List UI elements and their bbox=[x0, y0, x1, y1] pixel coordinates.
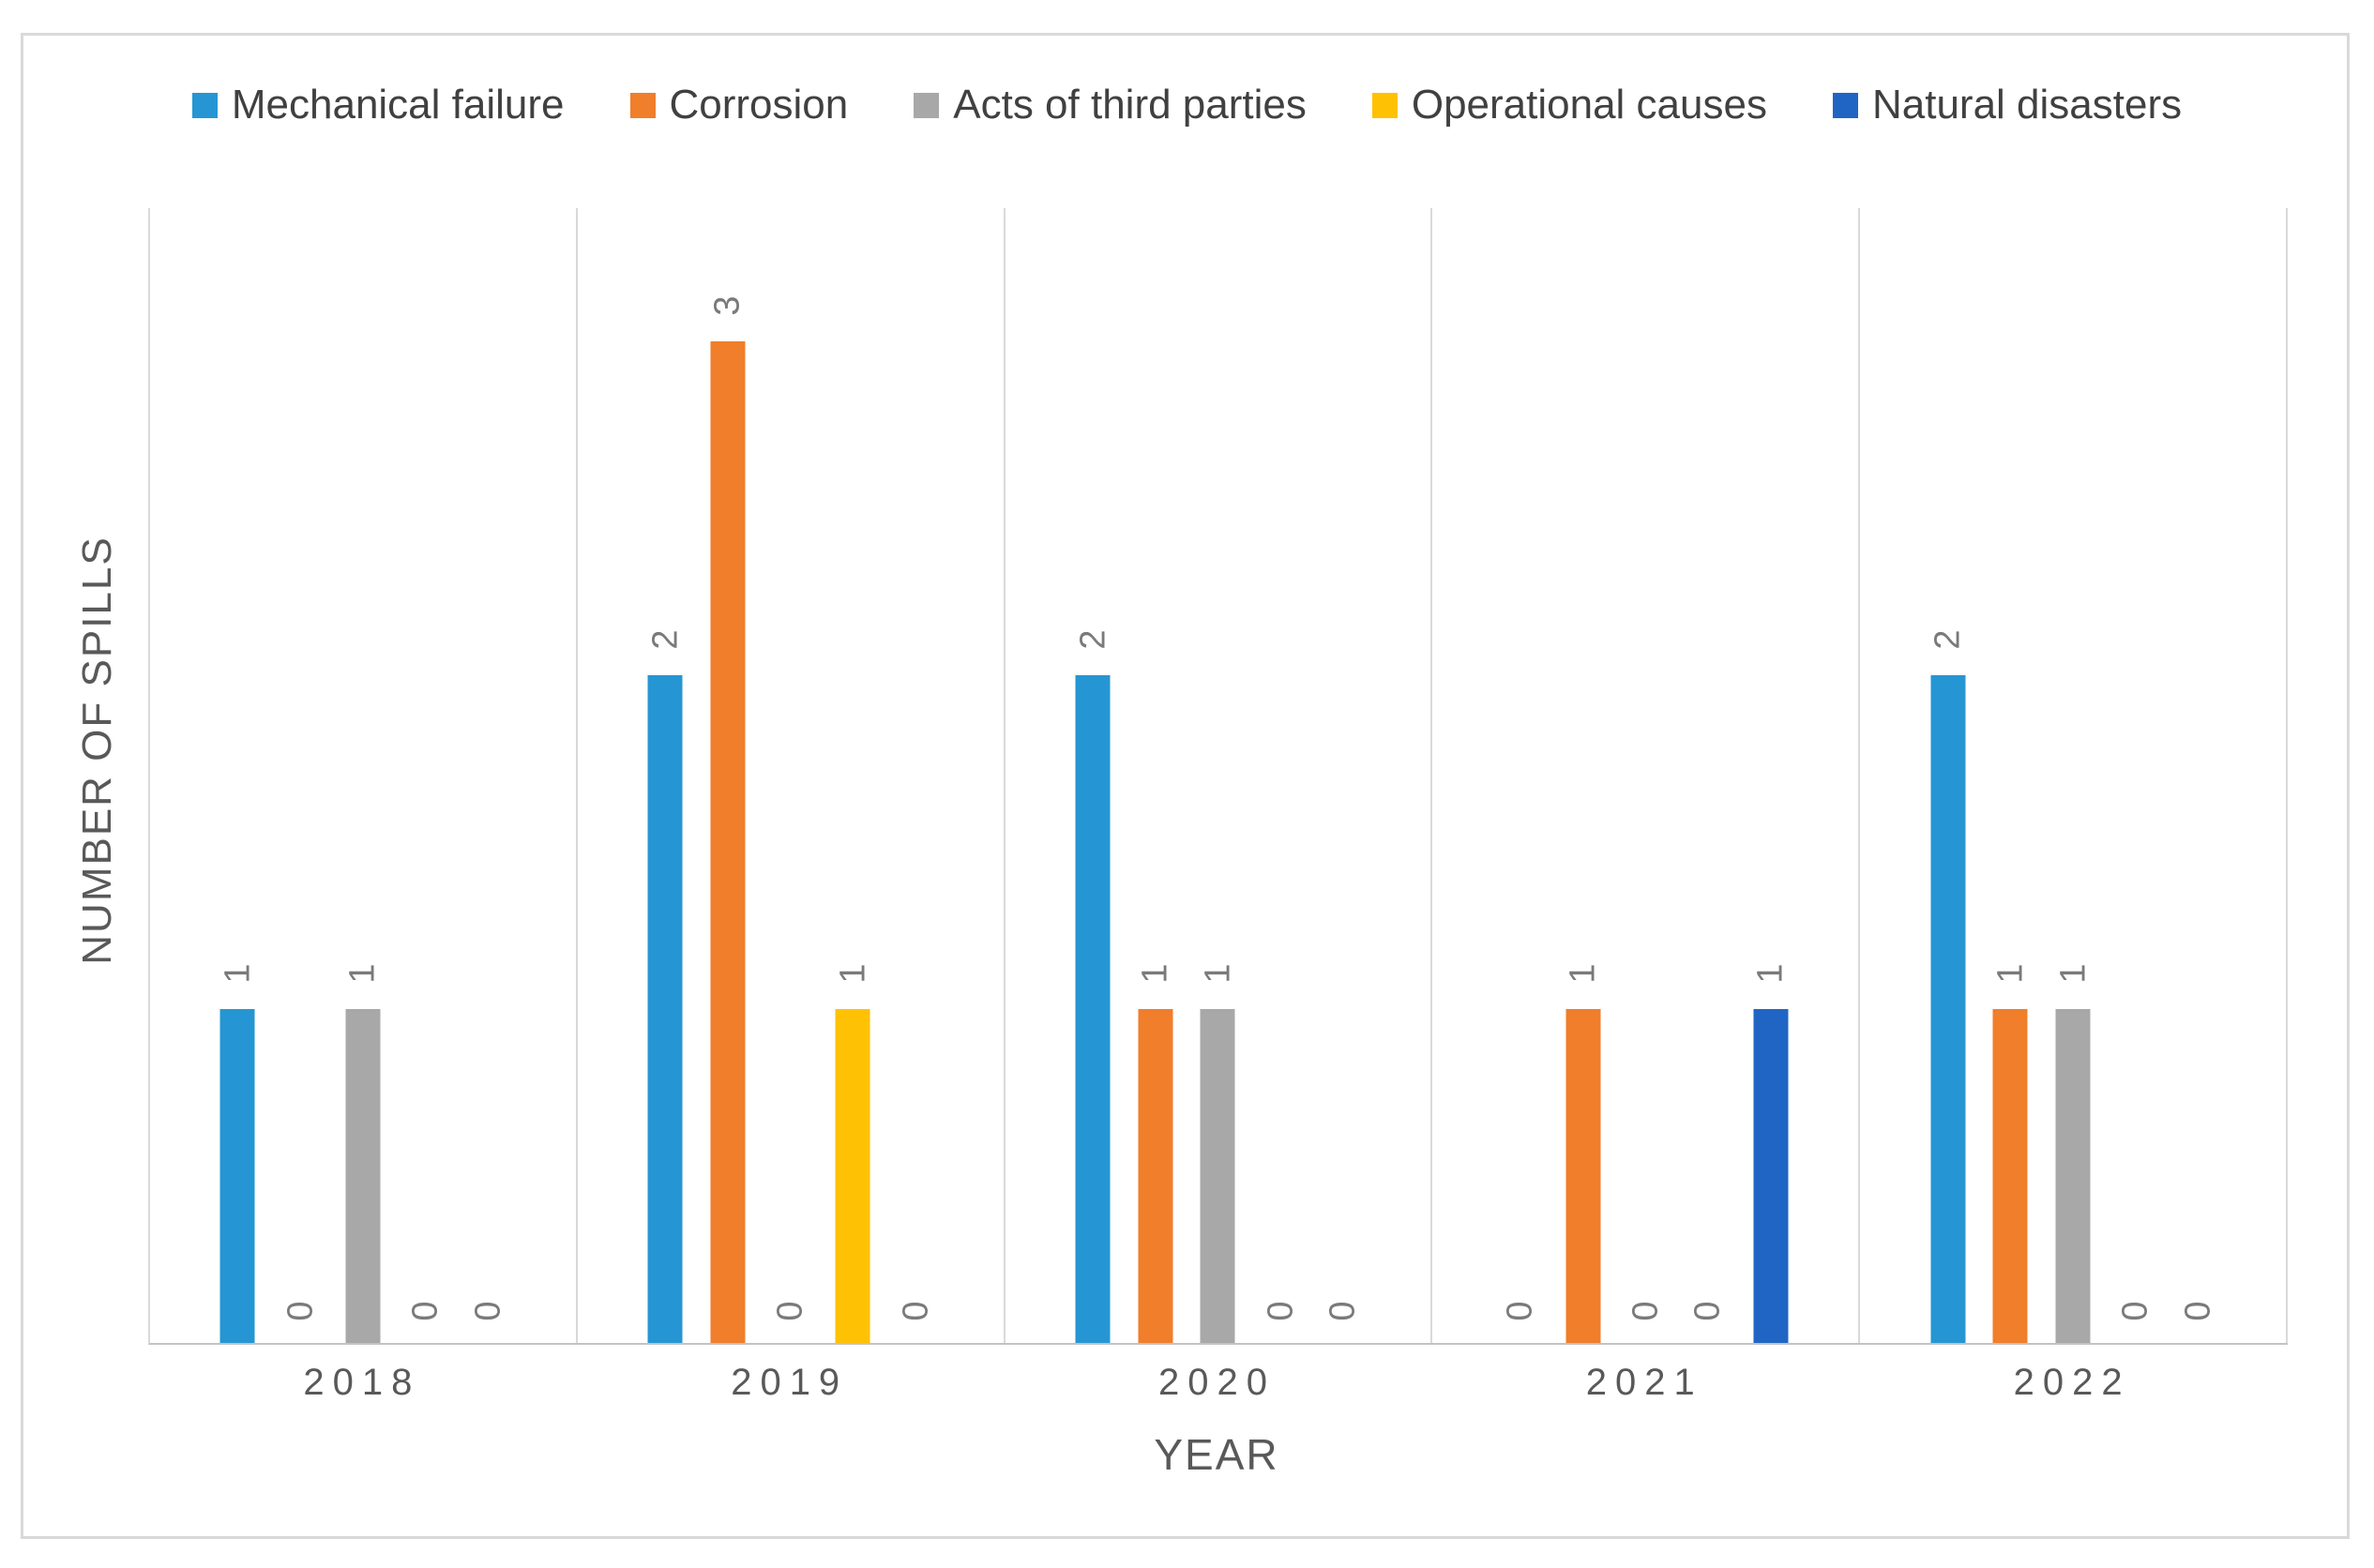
x-tick-label-2018: 2018 bbox=[303, 1362, 421, 1403]
legend: Mechanical failure Corrosion Acts of third… bbox=[38, 77, 2336, 133]
bar-slot: 1 bbox=[1751, 208, 1791, 1343]
bar-slot: 1 bbox=[1136, 208, 1175, 1343]
legend-item: Natural disasters bbox=[1832, 82, 2183, 128]
bar-slot: 0 bbox=[406, 208, 446, 1343]
bar-value-label: 1 bbox=[1135, 963, 1175, 984]
legend-label: Acts of third parties bbox=[953, 82, 1307, 128]
bar-natural-disasters-2021 bbox=[1753, 1009, 1789, 1343]
bar-slot: 0 bbox=[771, 208, 810, 1343]
bar-slot: 1 bbox=[2053, 208, 2093, 1343]
bar-value-label: 1 bbox=[833, 963, 873, 984]
bar-acts-of-third-parties-2020 bbox=[1200, 1009, 1235, 1343]
bar-corrosion-2022 bbox=[1992, 1009, 2028, 1343]
bar-value-label: 3 bbox=[707, 295, 748, 316]
bar-value-label: 2 bbox=[1073, 629, 1113, 650]
bar-corrosion-2021 bbox=[1565, 1009, 1601, 1343]
year-panel-2020: 2 1 1 0 0 bbox=[1006, 208, 1433, 1343]
bar-slot: 1 bbox=[1564, 208, 1603, 1343]
bar-corrosion-2019 bbox=[710, 341, 746, 1343]
bar-slot: 0 bbox=[2179, 208, 2218, 1343]
bar-value-label: 1 bbox=[218, 963, 258, 984]
year-panel-2021: 0 1 0 0 1 bbox=[1432, 208, 1861, 1343]
bar-slot: 1 bbox=[218, 208, 257, 1343]
x-tick-label-2021: 2021 bbox=[1585, 1362, 1703, 1403]
legend-label: Mechanical failure bbox=[231, 82, 565, 128]
bar-value-label: 1 bbox=[2053, 963, 2094, 984]
bar-slot: 1 bbox=[833, 208, 872, 1343]
x-axis-title: YEAR bbox=[1154, 1430, 1279, 1479]
bar-slot: 3 bbox=[708, 208, 748, 1343]
x-tick-label-2020: 2020 bbox=[1158, 1362, 1276, 1403]
bar-value-label: 0 bbox=[896, 1301, 936, 1321]
bar-value-label: 0 bbox=[770, 1301, 810, 1321]
year-panel-2022: 2 1 1 0 0 bbox=[1860, 208, 2288, 1343]
legend-swatch bbox=[914, 92, 940, 118]
bar-value-label: 0 bbox=[1500, 1301, 1540, 1321]
x-tick-label-2019: 2019 bbox=[731, 1362, 849, 1403]
bar-slot: 2 bbox=[645, 208, 685, 1343]
legend-label: Corrosion bbox=[669, 82, 849, 128]
bar-mechanical-failure-2020 bbox=[1075, 675, 1111, 1343]
bar-slot: 0 bbox=[280, 208, 320, 1343]
bar-value-label: 1 bbox=[342, 963, 383, 984]
bar-value-label: 2 bbox=[1928, 629, 1968, 650]
bar-mechanical-failure-2022 bbox=[1930, 675, 1966, 1343]
bar-value-label: 1 bbox=[1750, 963, 1791, 984]
bar-mechanical-failure-2019 bbox=[647, 675, 683, 1343]
legend-swatch bbox=[1832, 92, 1858, 118]
bar-value-label: 0 bbox=[1687, 1301, 1728, 1321]
bar-slot: 0 bbox=[2116, 208, 2155, 1343]
year-panel-2019: 2 3 0 1 0 bbox=[578, 208, 1006, 1343]
bar-mechanical-failure-2018 bbox=[219, 1009, 255, 1343]
bar-value-label: 0 bbox=[1626, 1301, 1666, 1321]
bar-value-label: 1 bbox=[1990, 963, 2031, 984]
legend-item: Mechanical failure bbox=[191, 82, 565, 128]
legend-item: Acts of third parties bbox=[914, 84, 1307, 126]
legend-swatch bbox=[1371, 92, 1398, 118]
bar-slot: 1 bbox=[1198, 208, 1237, 1343]
bar-acts-of-third-parties-2018 bbox=[345, 1009, 381, 1343]
legend-item: Operational causes bbox=[1371, 82, 1767, 128]
bar-slot: 0 bbox=[896, 208, 935, 1343]
bar-value-label: 0 bbox=[2178, 1301, 2218, 1321]
year-panel-2018: 1 0 1 0 0 bbox=[150, 208, 578, 1343]
legend-swatch bbox=[191, 92, 218, 118]
bar-value-label: 2 bbox=[645, 629, 686, 650]
bar-slot: 2 bbox=[1073, 208, 1112, 1343]
bar-slot: 1 bbox=[1990, 208, 2030, 1343]
bar-value-label: 0 bbox=[468, 1301, 508, 1321]
plot-area: 1 0 1 0 0 2 3 0 1 0 2 1 1 0 0 0 1 0 0 1 2 1 1 0 0 bbox=[148, 208, 2288, 1345]
bar-value-label: 0 bbox=[405, 1301, 446, 1321]
bar-value-label: 1 bbox=[1198, 963, 1238, 984]
bar-slot: 2 bbox=[1928, 208, 1968, 1343]
bar-value-label: 0 bbox=[280, 1301, 321, 1321]
bar-slot: 0 bbox=[468, 208, 507, 1343]
legend-item: Corrosion bbox=[629, 82, 849, 128]
bar-operational-causes-2019 bbox=[835, 1009, 870, 1343]
x-tick-label-2022: 2022 bbox=[2013, 1362, 2131, 1403]
bar-corrosion-2020 bbox=[1138, 1009, 1173, 1343]
y-axis-title: NUMBER OF SPILLS bbox=[74, 535, 120, 965]
bar-slot: 0 bbox=[1501, 208, 1540, 1343]
legend-swatch bbox=[629, 92, 656, 118]
bar-value-label: 0 bbox=[2115, 1301, 2155, 1321]
bar-slot: 1 bbox=[343, 208, 383, 1343]
bar-slot: 0 bbox=[1688, 208, 1728, 1343]
bar-value-label: 1 bbox=[1563, 963, 1603, 984]
bar-slot: 0 bbox=[1261, 208, 1300, 1343]
bar-slot: 0 bbox=[1323, 208, 1363, 1343]
legend-label: Natural disasters bbox=[1871, 82, 2183, 128]
legend-label: Operational causes bbox=[1411, 82, 1767, 128]
bar-acts-of-third-parties-2022 bbox=[2055, 1009, 2091, 1343]
bar-slot: 0 bbox=[1626, 208, 1665, 1343]
bar-value-label: 0 bbox=[1323, 1301, 1363, 1321]
bar-value-label: 0 bbox=[1261, 1301, 1301, 1321]
